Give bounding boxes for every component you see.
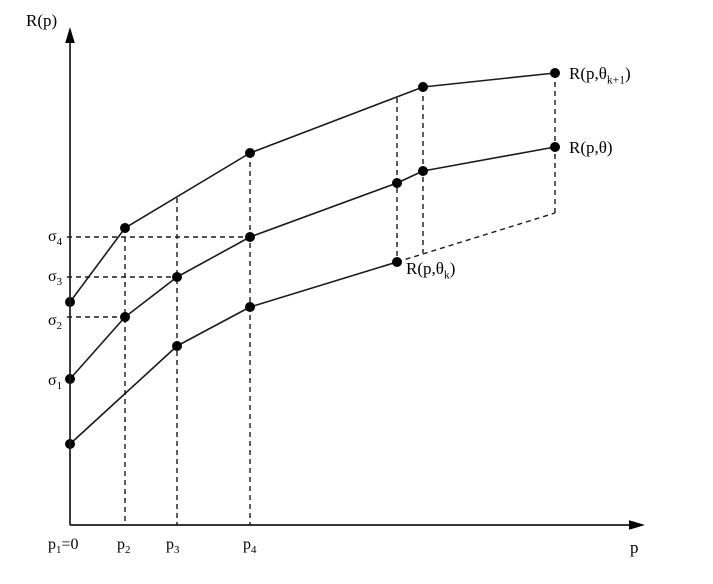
curve-middle (69, 146, 556, 380)
y-axis-title: R(p) (26, 11, 57, 31)
sigma-label-3: σ3 (47, 268, 62, 289)
curve-upper (69, 72, 556, 303)
curve-lower-dot-3 (392, 257, 402, 267)
curve-lower-dot-1 (172, 341, 182, 351)
p-tick-label-4: p4 (243, 536, 257, 557)
curve-middle-dot-3 (245, 232, 255, 242)
curve-lower-dot-2 (245, 302, 255, 312)
curve-label-upper: R(p,θk+1) (569, 64, 631, 87)
curve-middle-dot-4 (392, 178, 402, 188)
curve-lower (69, 261, 398, 445)
dashed-guide-9 (396, 212, 556, 263)
p-tick-label-1: p1=0 (48, 536, 79, 557)
curve-upper-dot-4 (550, 68, 560, 78)
curve-label-lower: R(p,θk) (406, 259, 456, 282)
y-axis-arrow-icon (65, 27, 75, 43)
x-axis-arrow-icon (629, 520, 645, 530)
curve-upper-dot-1 (120, 223, 130, 233)
curve-upper-dot-2 (245, 148, 255, 158)
curve-middle-dot-5 (418, 166, 428, 176)
p-tick-label-2: p2 (117, 536, 131, 557)
curve-upper-dot-3 (418, 82, 428, 92)
x-axis-title: p (630, 538, 639, 558)
curve-middle-dot-1 (120, 312, 130, 322)
curve-middle-dot-2 (172, 272, 182, 282)
curve-middle-dot-6 (550, 142, 560, 152)
y-axis-title-text: R(p) (26, 11, 58, 30)
sigma-label-4: σ4 (47, 228, 62, 249)
sigma-label-2: σ2 (47, 312, 62, 333)
x-axis-title-text: p (630, 538, 639, 557)
p-tick-label-3: p3 (166, 536, 180, 557)
sigma-label-1: σ1 (47, 372, 62, 393)
curve-label-middle: R(p,θ) (569, 138, 613, 157)
